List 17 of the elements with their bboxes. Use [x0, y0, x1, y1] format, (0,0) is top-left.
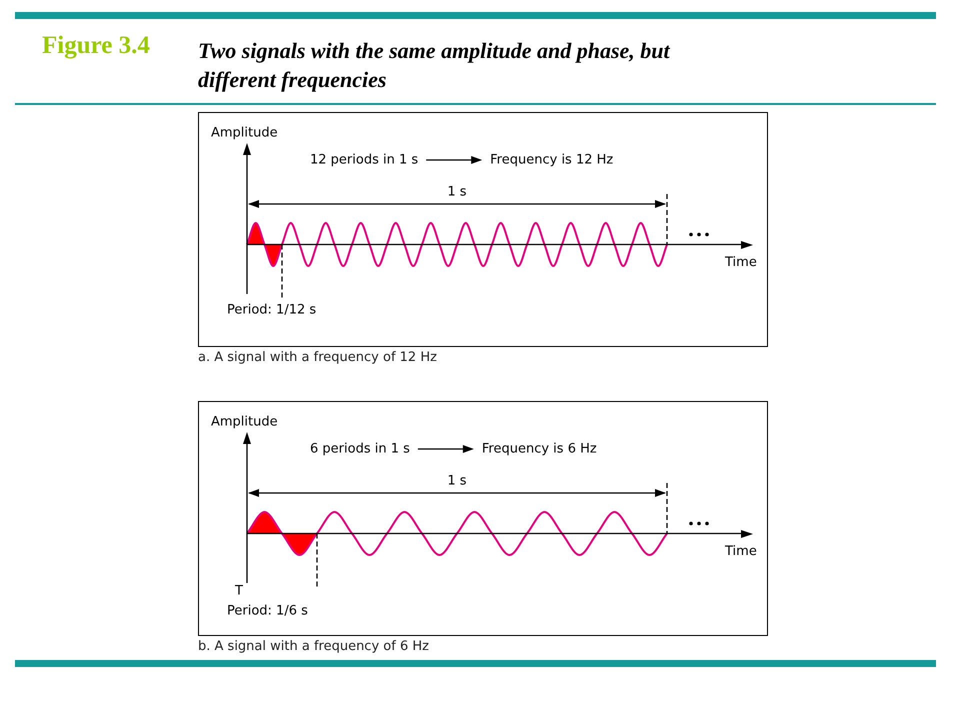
text: a. A signal with a frequency of 12 Hz [198, 350, 438, 365]
text: b. A signal with a frequency of 6 Hz [198, 639, 430, 654]
text: 1 s [447, 473, 467, 488]
text: Frequency is 12 Hz [490, 152, 614, 168]
text: Period: 1/12 s [227, 302, 316, 318]
x-axis-title: Time [724, 254, 757, 270]
text: 12 periods in 1 s [310, 152, 418, 168]
text: 1 s [447, 184, 467, 200]
text: 6 periods in 1 s [310, 441, 410, 456]
chart-title: Figure 3.4 [42, 32, 150, 60]
text: Period: 1/6 s [227, 603, 308, 618]
y-axis-title: Amplitude [211, 414, 278, 430]
x-axis-title: Time [724, 544, 757, 559]
text: T [234, 583, 243, 598]
chart-subtitle: Two signals with the same amplitude and phase, but different frequencies [198, 37, 672, 94]
text: Frequency is 6 Hz [482, 441, 597, 456]
y-axis-title: Amplitude [211, 125, 278, 140]
